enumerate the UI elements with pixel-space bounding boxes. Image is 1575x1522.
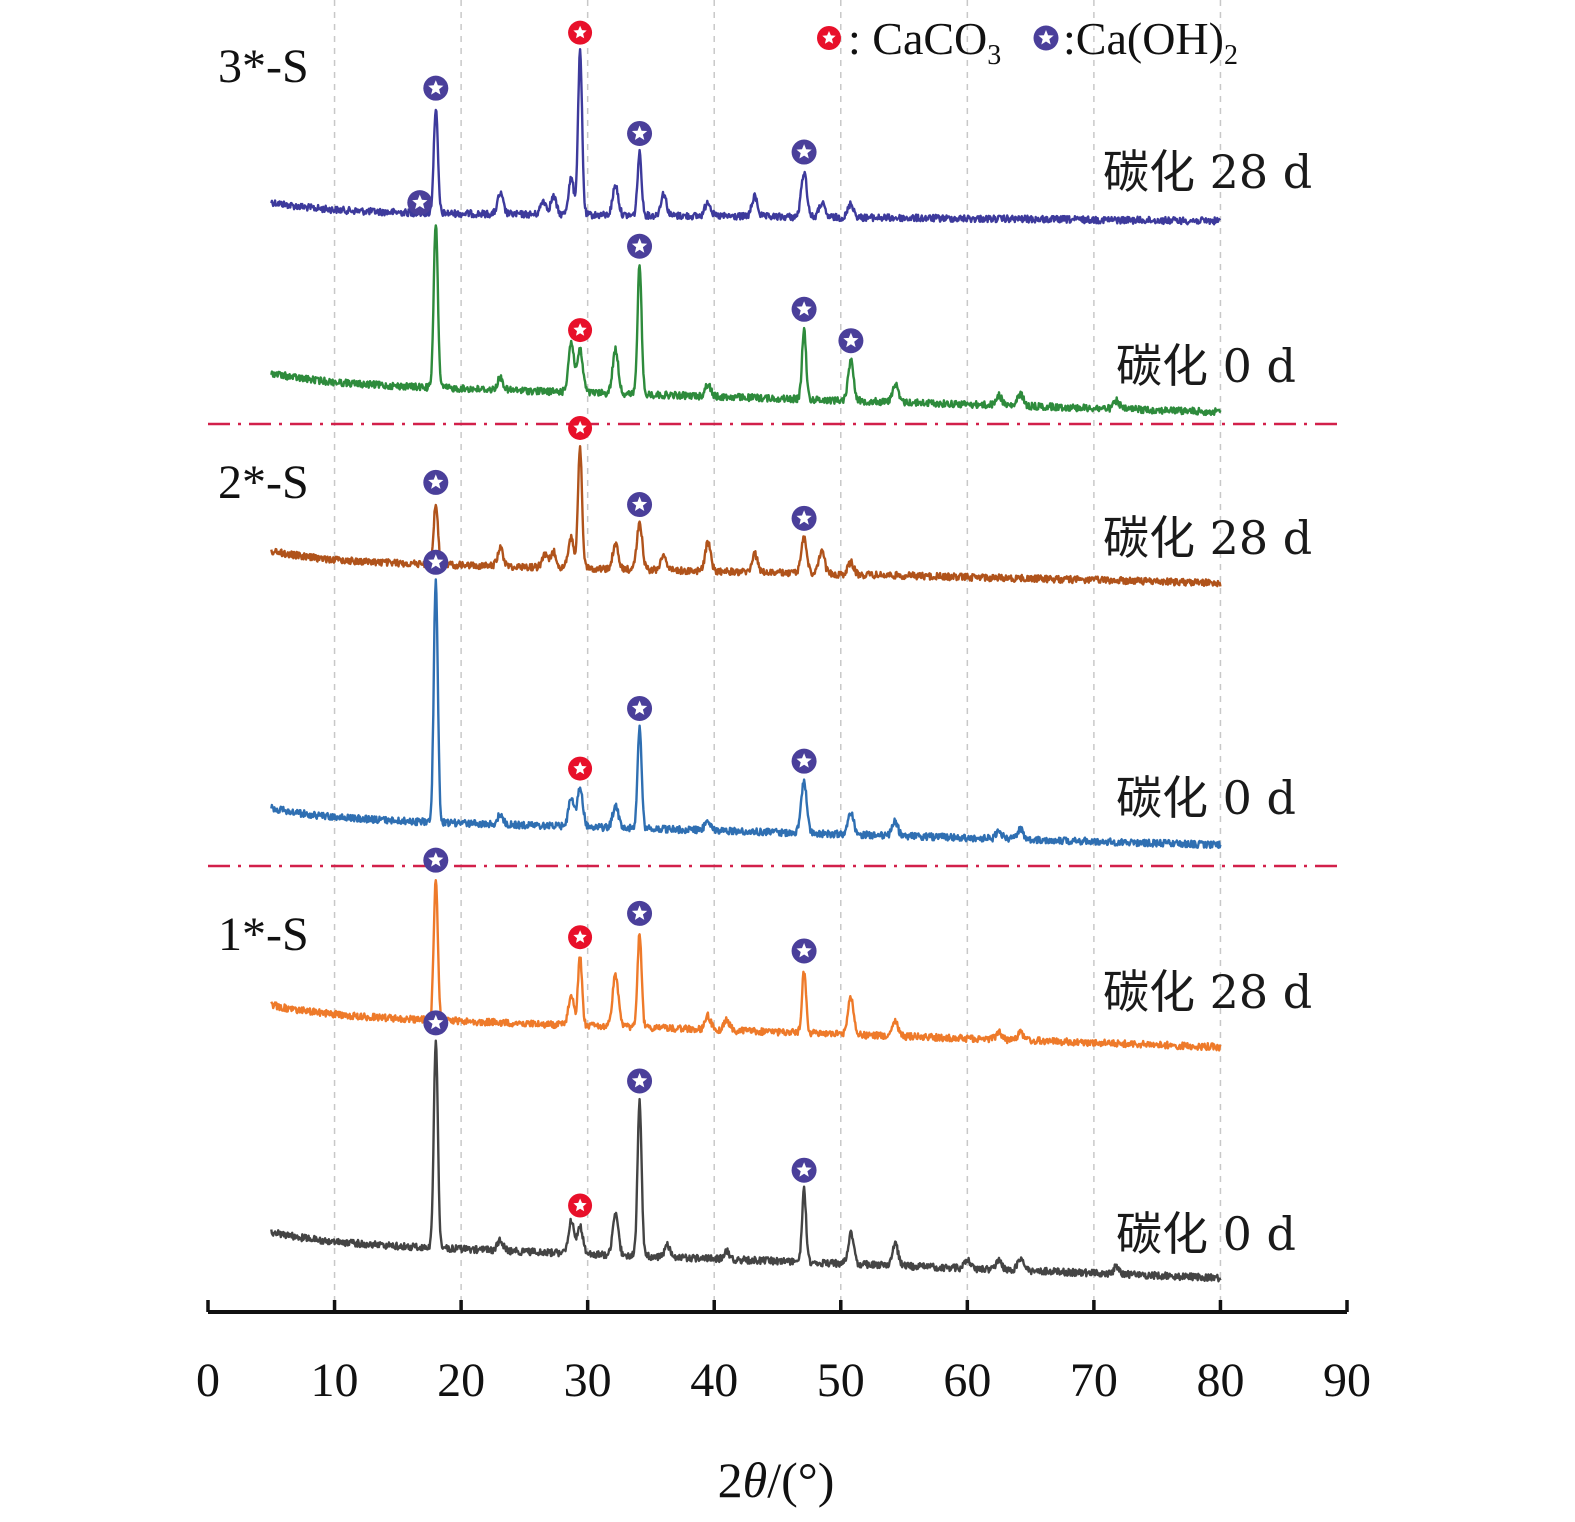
caoh2-marker-2-2 — [627, 233, 653, 259]
x-axis-label: 2θ/(°) — [718, 1452, 835, 1508]
legend: : CaCO3 :Ca(OH)2 — [817, 13, 1238, 71]
caoh2-marker-1-2 — [627, 120, 653, 146]
series-label-2: 碳化 0 d — [1116, 339, 1296, 393]
x-tick-label-30: 30 — [564, 1354, 612, 1407]
caoh2-marker-6-2 — [627, 1068, 653, 1094]
series-label-5: 碳化 28 d — [1103, 965, 1312, 1019]
series-label-6: 碳化 0 d — [1116, 1207, 1296, 1261]
group-separators — [208, 422, 1340, 868]
caoh2-marker-5-3 — [791, 938, 817, 964]
caco3-marker-1-1 — [568, 20, 593, 45]
series-curve-2 — [270, 224, 1222, 417]
caoh2-marker-5-1 — [423, 847, 449, 873]
legend-caoh2-label: :Ca(OH)2 — [1063, 13, 1238, 71]
caoh2-marker-6-1 — [423, 1010, 449, 1036]
x-tick-label-10: 10 — [311, 1354, 359, 1407]
group-label-1: 3*-S — [218, 40, 309, 93]
series-curve-3 — [270, 445, 1222, 588]
caco3-marker-6-1 — [568, 1193, 593, 1218]
grid-lines — [333, 0, 1222, 1312]
series-curve-5 — [270, 879, 1222, 1052]
caoh2-marker-2-1 — [407, 190, 433, 216]
caoh2-marker-6-3 — [791, 1157, 817, 1183]
x-tick-label-80: 80 — [1196, 1354, 1244, 1407]
series-curve-6 — [270, 1039, 1222, 1283]
caoh2-marker-4-1 — [423, 549, 449, 575]
x-tick-label-40: 40 — [690, 1354, 738, 1407]
x-tick-label-50: 50 — [817, 1354, 865, 1407]
x-tick-label-0: 0 — [196, 1354, 220, 1407]
caco3-marker-4-1 — [568, 756, 593, 781]
x-tick-label-20: 20 — [437, 1354, 485, 1407]
caco3-marker-3-1 — [568, 415, 593, 440]
legend-caco3-label: : CaCO3 — [848, 13, 1001, 71]
caoh2-marker-1-3 — [791, 139, 817, 165]
legend-caco3-icon — [817, 26, 841, 50]
series-label-1: 碳化 28 d — [1103, 145, 1312, 199]
caoh2-marker-3-3 — [791, 505, 817, 531]
group-label-2: 2*-S — [218, 456, 309, 509]
xrd-series — [270, 48, 1222, 1283]
x-tick-label-90: 90 — [1323, 1354, 1371, 1407]
caoh2-marker-2-3 — [791, 296, 817, 322]
caoh2-marker-2-4 — [838, 328, 864, 354]
legend-caoh2-icon — [1033, 25, 1059, 51]
x-axis: 0 10 20 30 40 50 60 70 80 90 2θ/(°) — [196, 1300, 1371, 1508]
caoh2-marker-3-2 — [627, 492, 653, 518]
phase-markers — [407, 20, 864, 1218]
group-label-3: 1*-S — [218, 908, 309, 961]
series-labels: 碳化 28 d 碳化 0 d 碳化 28 d 碳化 0 d 碳化 28 d 碳化 0 d — [1103, 145, 1312, 1261]
caoh2-marker-1-1 — [423, 75, 449, 101]
caoh2-marker-3-1 — [423, 469, 449, 495]
series-label-3: 碳化 28 d — [1103, 511, 1312, 565]
series-curve-1 — [270, 48, 1222, 226]
caco3-marker-2-1 — [568, 318, 593, 343]
x-tick-label-60: 60 — [943, 1354, 991, 1407]
x-tick-label-70: 70 — [1070, 1354, 1118, 1407]
caco3-marker-5-1 — [568, 925, 593, 950]
series-label-4: 碳化 0 d — [1116, 771, 1296, 825]
caoh2-marker-5-2 — [627, 900, 653, 926]
series-curve-4 — [270, 578, 1222, 850]
group-labels: 3*-S 2*-S 1*-S — [218, 40, 309, 961]
caoh2-marker-4-3 — [791, 748, 817, 774]
caoh2-marker-4-2 — [627, 695, 653, 721]
